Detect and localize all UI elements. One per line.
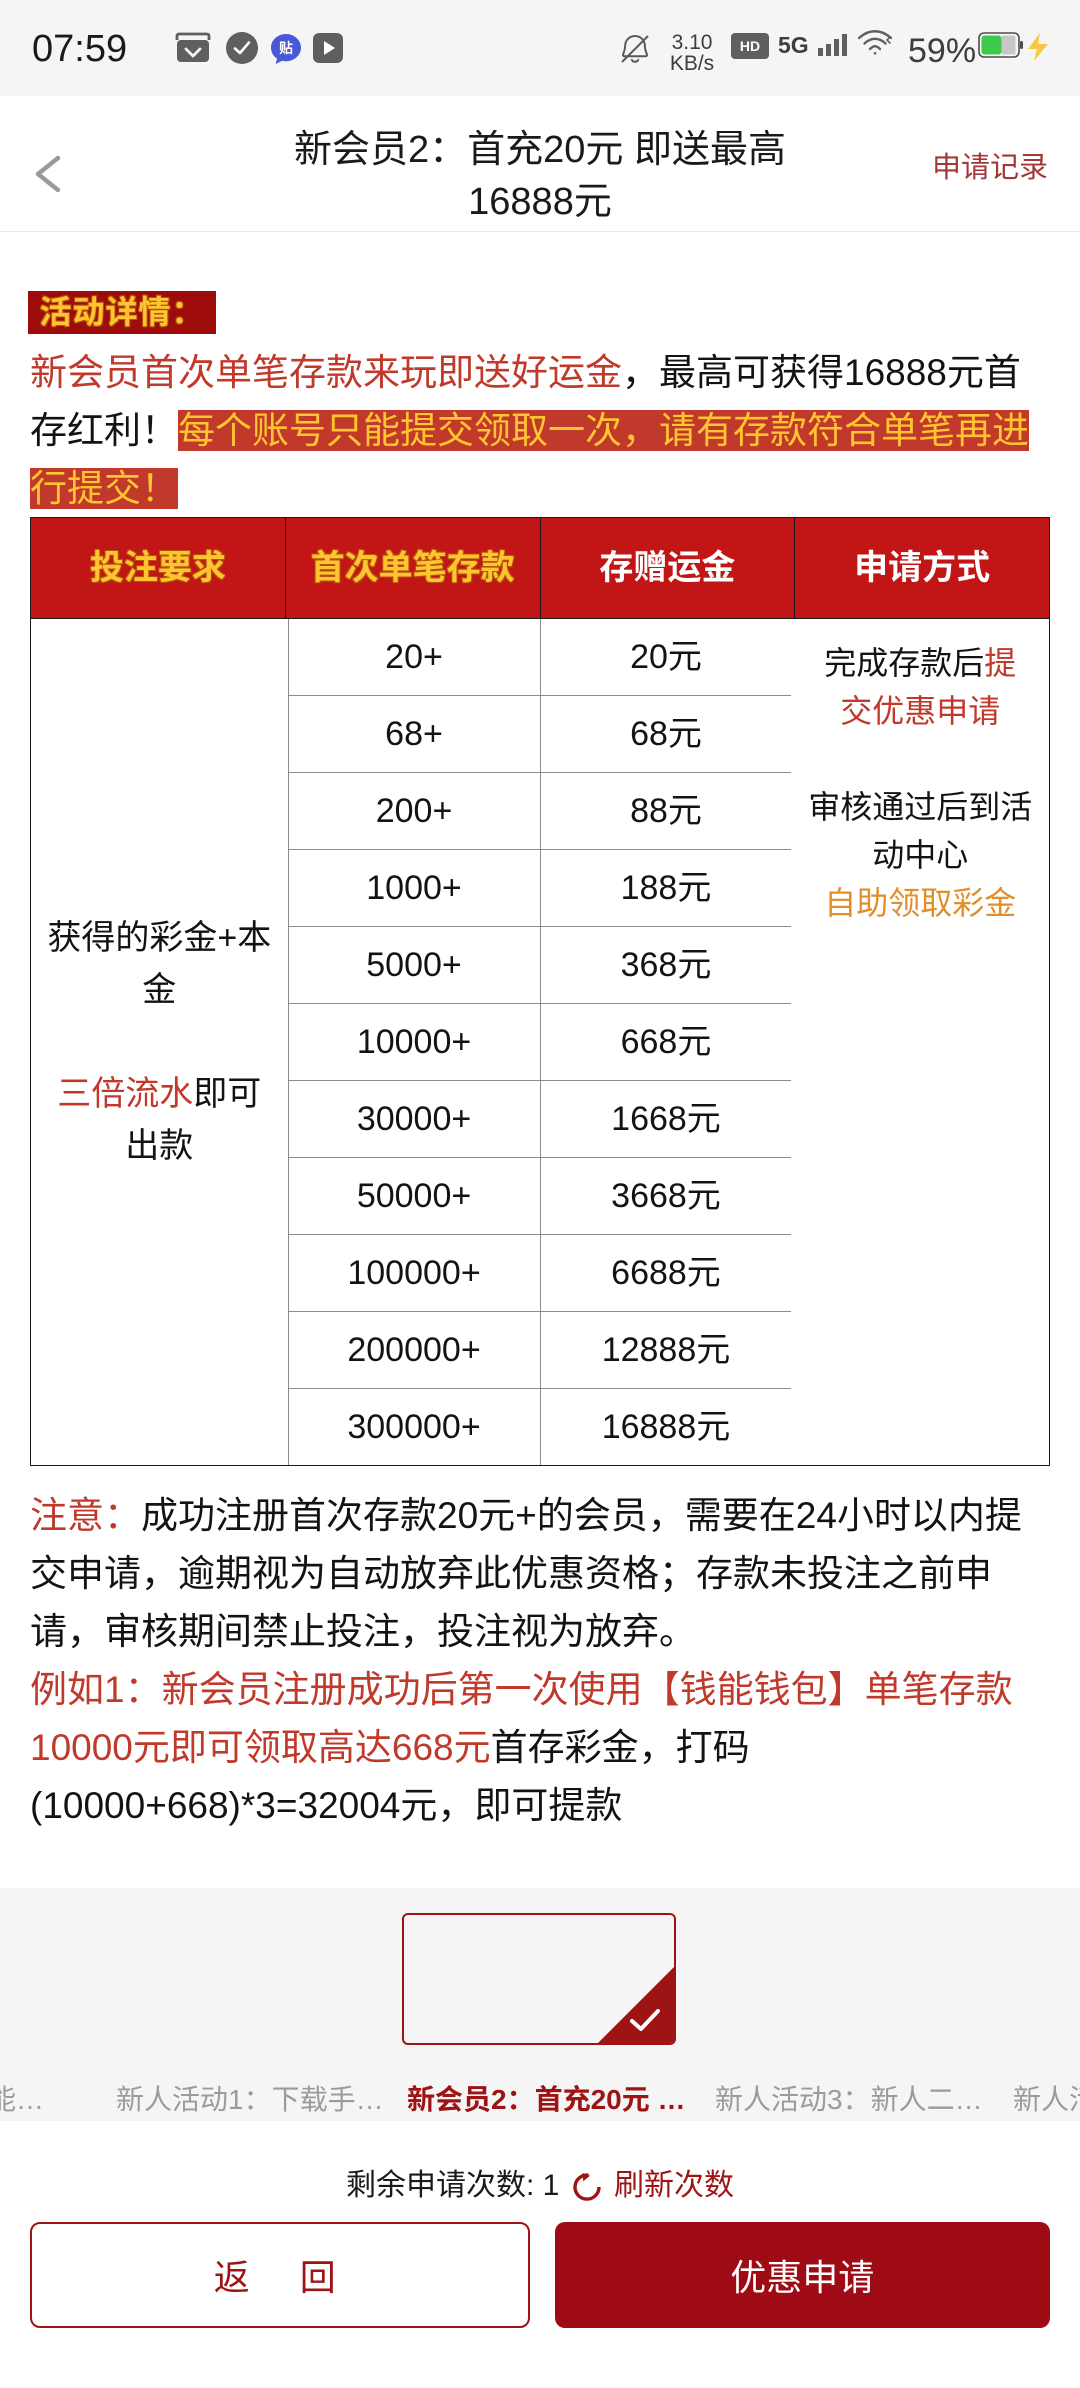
svg-text:贴: 贴 — [279, 38, 293, 58]
svg-text:HD: HD — [740, 38, 760, 54]
